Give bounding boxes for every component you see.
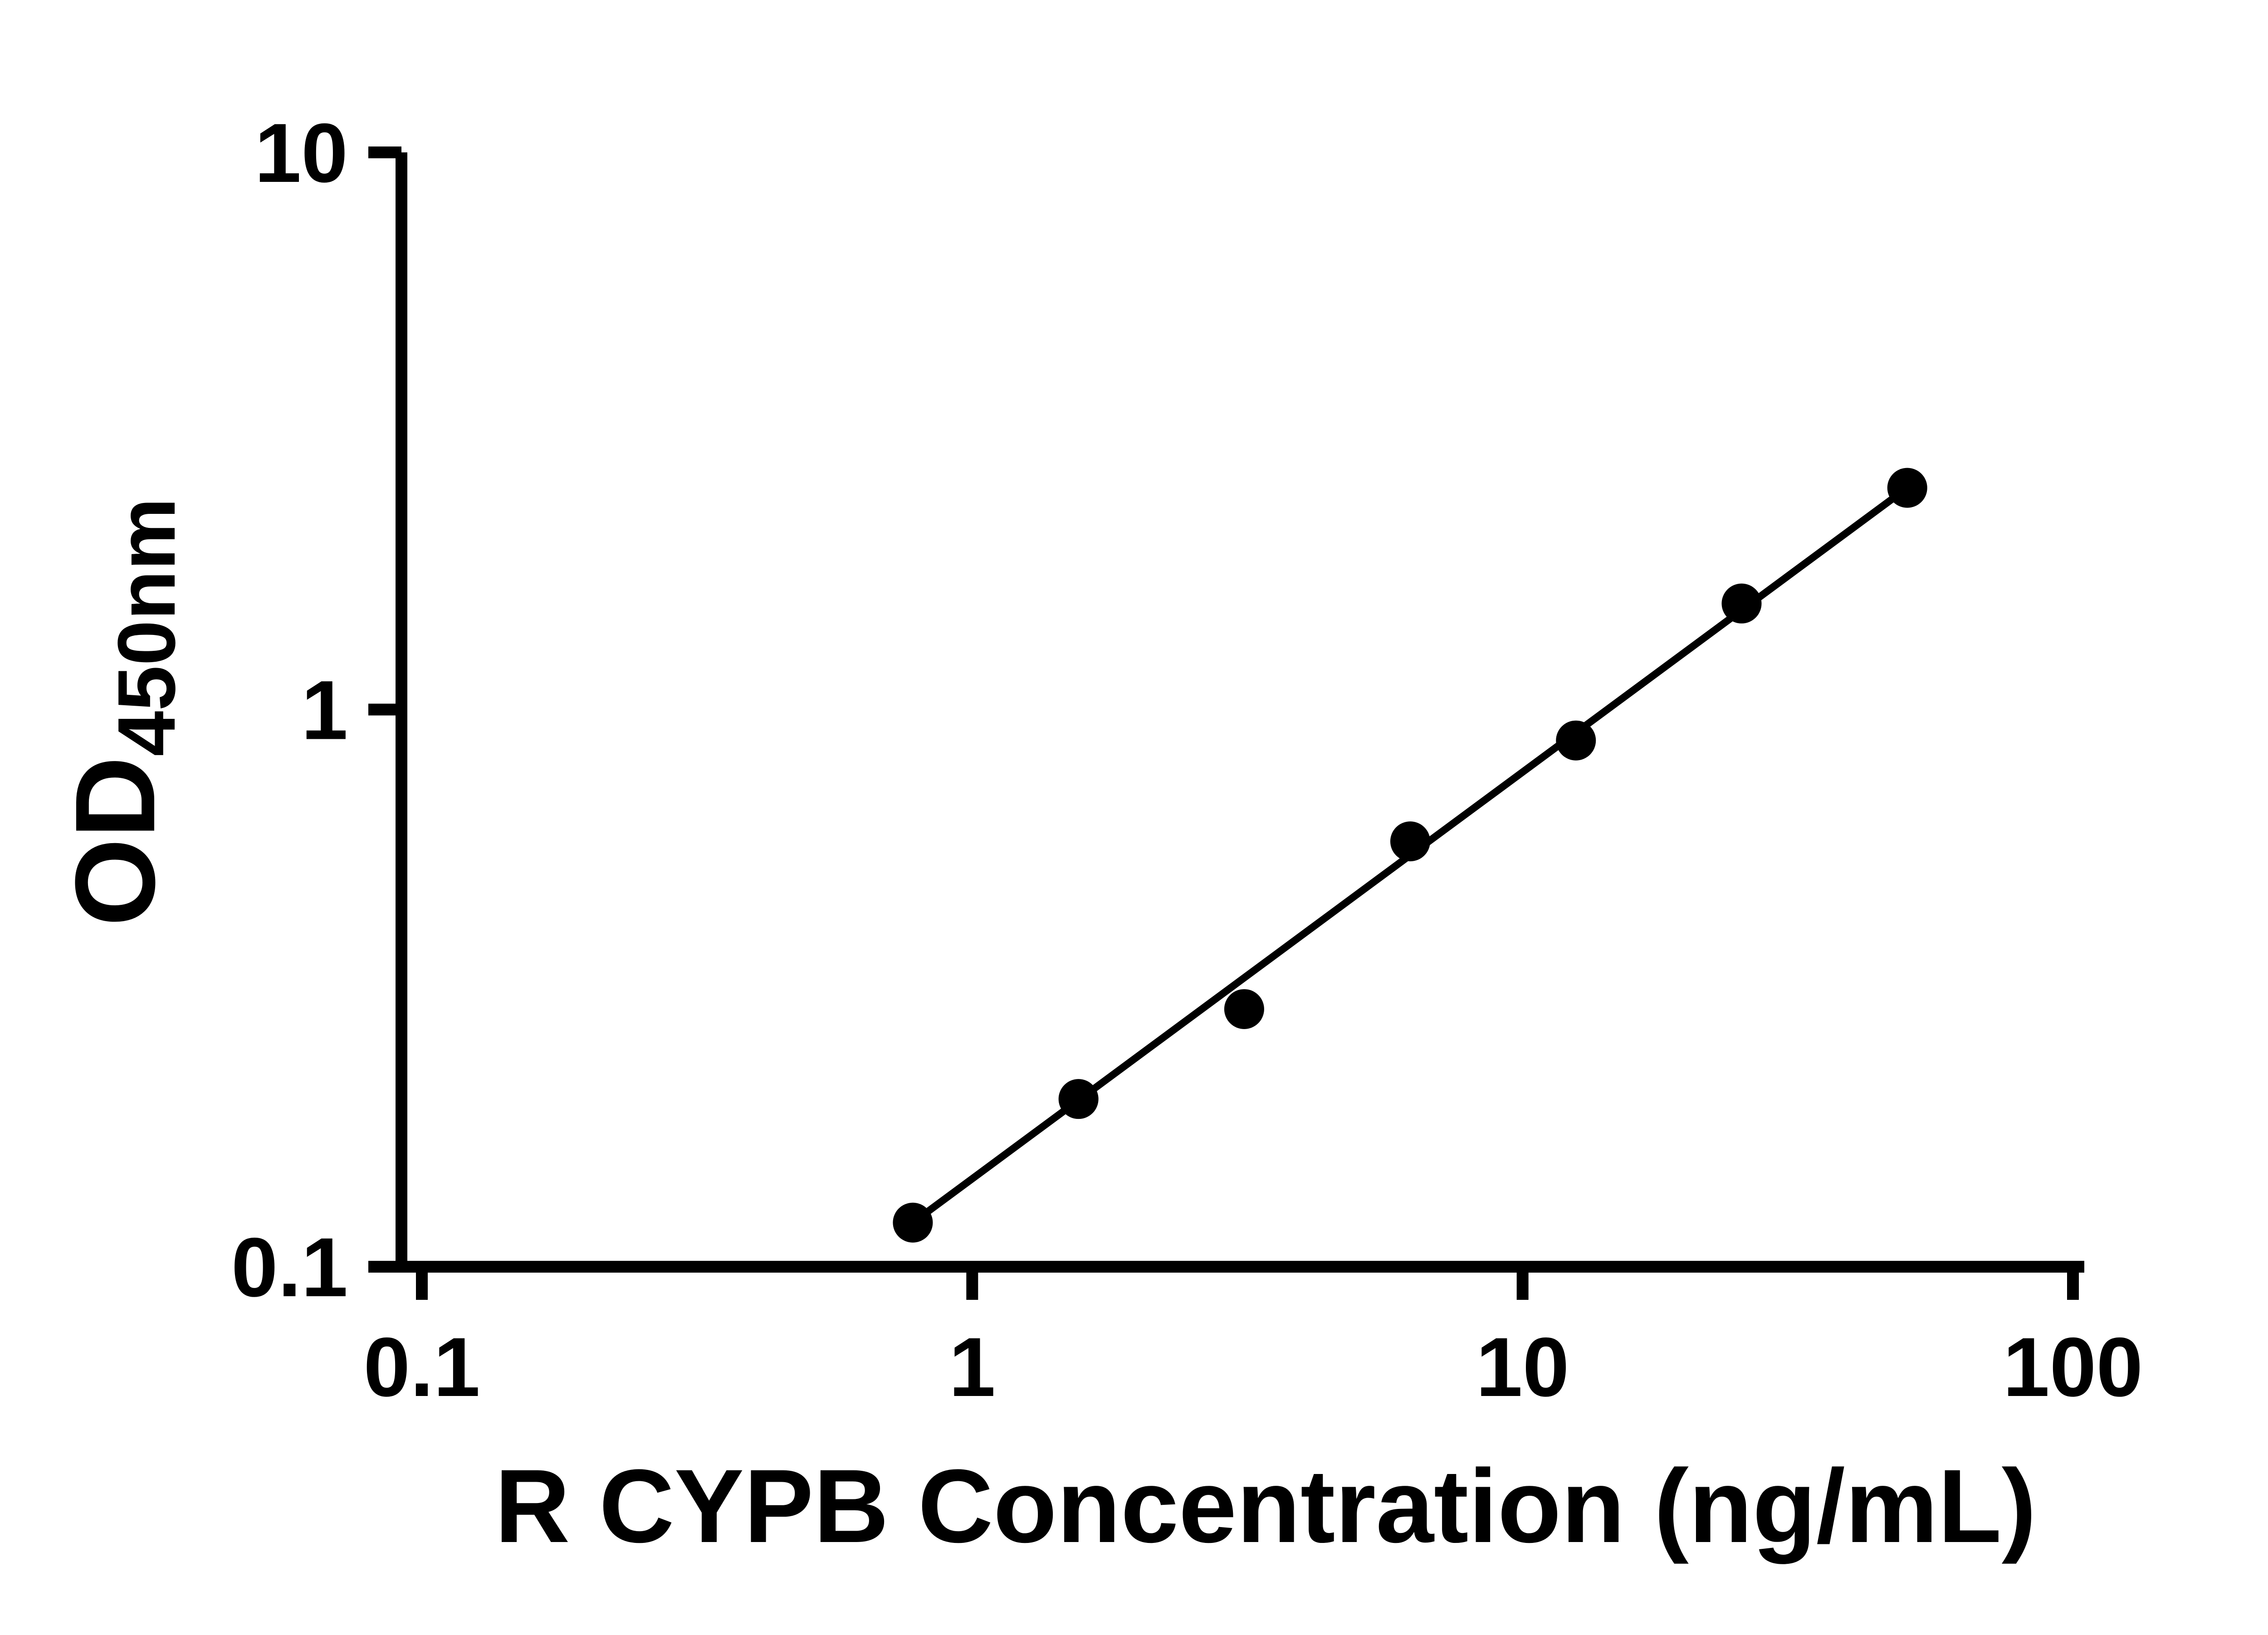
data-point — [893, 1202, 933, 1243]
x-tick-label: 1 — [949, 1321, 996, 1414]
data-point — [1224, 989, 1264, 1029]
data-point — [1721, 583, 1762, 624]
data-point — [1556, 720, 1596, 761]
data-point — [1058, 1079, 1099, 1119]
y-axis-title-main: OD — [52, 756, 178, 927]
x-axis-title: R CYPB Concentration (ng/mL) — [495, 1448, 2037, 1564]
y-tick-label: 0.1 — [231, 1221, 348, 1314]
y-tick-label: 10 — [254, 107, 348, 200]
data-point — [1887, 468, 1927, 508]
data-point — [1390, 821, 1431, 862]
y-axis-title-subscript: 450nm — [101, 498, 192, 756]
y-tick-label: 1 — [301, 664, 348, 757]
x-tick-label: 100 — [2003, 1321, 2143, 1414]
data-series — [893, 468, 1927, 1243]
x-tick-label: 10 — [1476, 1321, 1569, 1414]
y-axis-title: OD450nm — [52, 498, 192, 926]
x-tick-label: 0.1 — [363, 1321, 480, 1414]
axes: 0.1 1 10 100 0.1 1 10 — [231, 107, 2143, 1414]
